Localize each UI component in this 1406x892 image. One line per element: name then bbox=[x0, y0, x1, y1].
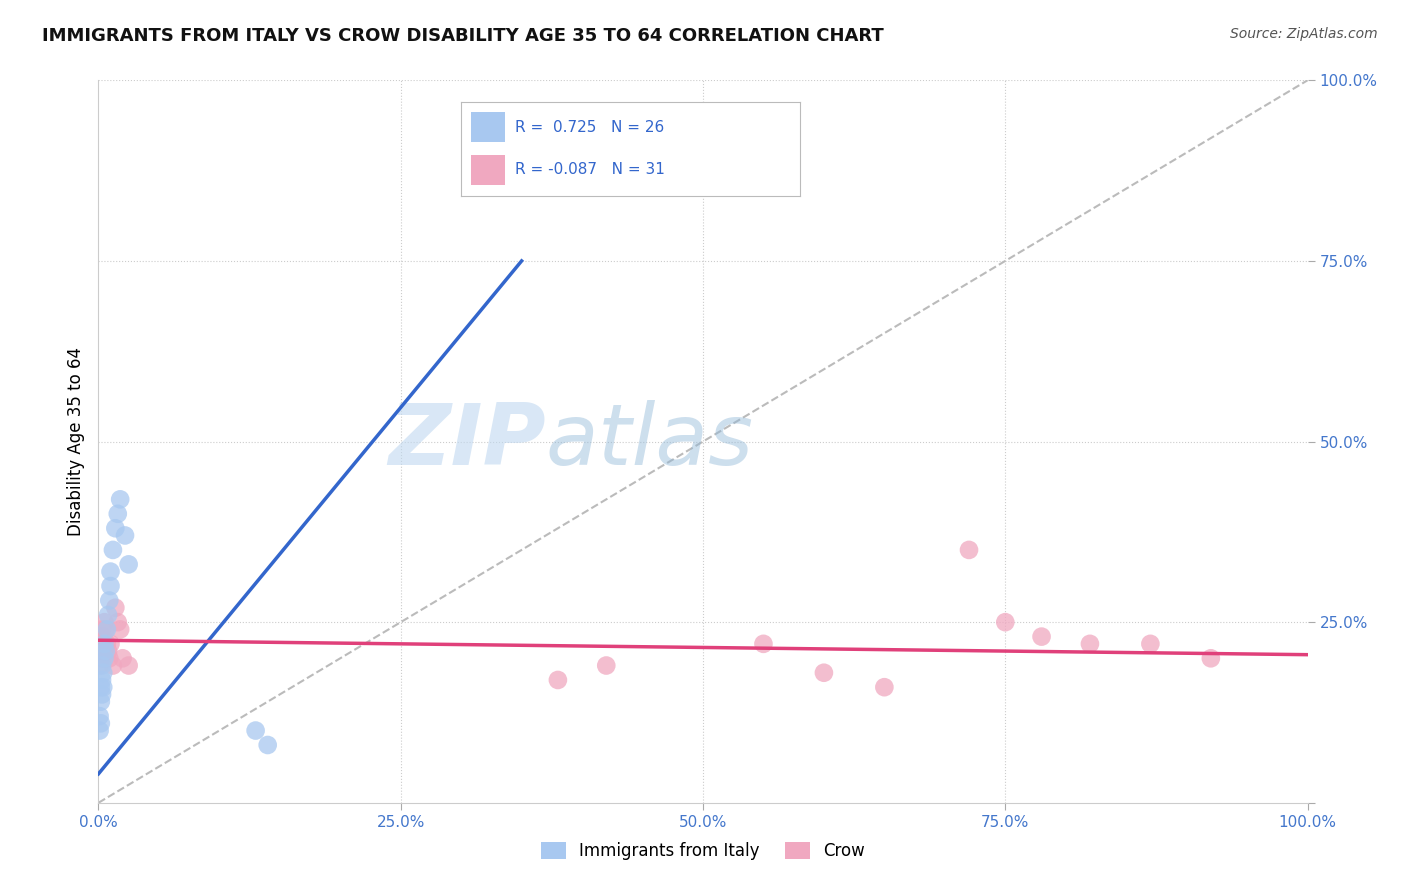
Point bbox=[108, 492, 131, 507]
Point bbox=[873, 680, 896, 694]
Point bbox=[118, 558, 141, 572]
Point bbox=[1078, 637, 1101, 651]
Point bbox=[91, 637, 114, 651]
Point bbox=[93, 637, 115, 651]
Point bbox=[118, 658, 141, 673]
Point bbox=[89, 723, 111, 738]
Point bbox=[91, 630, 114, 644]
Point bbox=[98, 651, 121, 665]
Text: ZIP: ZIP bbox=[388, 400, 546, 483]
Point bbox=[91, 673, 114, 687]
Text: IMMIGRANTS FROM ITALY VS CROW DISABILITY AGE 35 TO 64 CORRELATION CHART: IMMIGRANTS FROM ITALY VS CROW DISABILITY… bbox=[42, 27, 884, 45]
Point bbox=[107, 507, 129, 521]
Point bbox=[93, 644, 115, 658]
Point bbox=[89, 658, 111, 673]
Text: Source: ZipAtlas.com: Source: ZipAtlas.com bbox=[1230, 27, 1378, 41]
Point bbox=[245, 723, 267, 738]
Y-axis label: Disability Age 35 to 64: Disability Age 35 to 64 bbox=[66, 347, 84, 536]
Point bbox=[93, 615, 115, 630]
Point bbox=[94, 623, 117, 637]
Point bbox=[101, 542, 124, 557]
Point bbox=[547, 673, 569, 687]
Point bbox=[93, 651, 115, 665]
Point bbox=[97, 607, 120, 622]
Point bbox=[100, 579, 122, 593]
Point bbox=[1031, 630, 1053, 644]
Legend: Immigrants from Italy, Crow: Immigrants from Italy, Crow bbox=[534, 835, 872, 867]
Point bbox=[96, 623, 118, 637]
Point bbox=[91, 658, 114, 673]
Point bbox=[89, 644, 111, 658]
Point bbox=[111, 651, 134, 665]
Point bbox=[107, 615, 129, 630]
Point bbox=[101, 658, 124, 673]
Point bbox=[813, 665, 835, 680]
Point bbox=[100, 565, 122, 579]
Point bbox=[91, 687, 114, 701]
Point bbox=[994, 615, 1017, 630]
Point bbox=[90, 695, 112, 709]
Point bbox=[97, 644, 120, 658]
Point bbox=[90, 716, 112, 731]
Point bbox=[256, 738, 278, 752]
Point bbox=[114, 528, 136, 542]
Point bbox=[91, 623, 114, 637]
Point bbox=[90, 680, 112, 694]
Point bbox=[957, 542, 980, 557]
Point bbox=[1199, 651, 1222, 665]
Text: atlas: atlas bbox=[546, 400, 754, 483]
Point bbox=[595, 658, 617, 673]
Point bbox=[90, 630, 112, 644]
Point bbox=[91, 665, 114, 680]
Point bbox=[96, 637, 118, 651]
Point bbox=[108, 623, 131, 637]
Point bbox=[104, 600, 127, 615]
Point bbox=[752, 637, 775, 651]
Point bbox=[104, 521, 127, 535]
Point bbox=[1139, 637, 1161, 651]
Point bbox=[100, 637, 122, 651]
Point bbox=[98, 593, 121, 607]
Point bbox=[94, 644, 117, 658]
Point bbox=[89, 709, 111, 723]
Point bbox=[91, 680, 114, 694]
Point bbox=[90, 651, 112, 665]
